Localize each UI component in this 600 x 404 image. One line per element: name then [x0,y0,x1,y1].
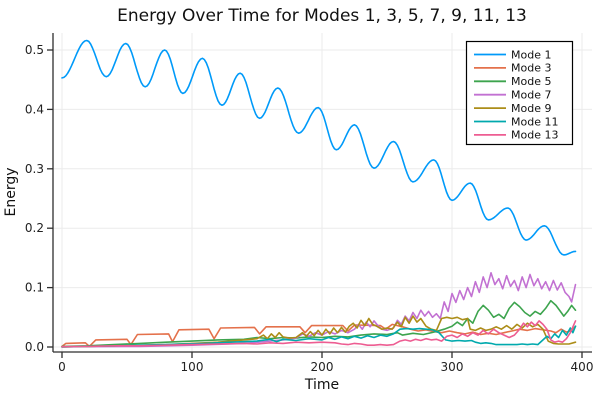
y-axis-label: Energy [3,167,19,216]
series-line-mode-13 [61,320,577,348]
x-axis-label: Time [304,377,339,393]
y-tick-label: 0.1 [25,281,44,295]
tick-labels: 0 100 200 300 400 0.0 0.1 0.2 0.3 0.4 0.5 [25,43,594,374]
series-line-mode-9 [61,315,577,348]
legend-label-mode-9: Mode 9 [511,102,551,115]
y-tick-label: 0.2 [25,221,44,235]
axes [47,33,592,358]
chart-title: Energy Over Time for Modes 1, 3, 5, 7, 9… [117,6,527,26]
legend-label-mode-7: Mode 7 [511,89,551,102]
legend-label-mode-13: Mode 13 [511,129,558,142]
x-tick-label: 0 [58,360,66,374]
x-tick-label: 400 [571,360,594,374]
y-tick-label: 0.5 [25,43,44,57]
y-tick-label: 0.4 [25,102,44,116]
x-tick-label: 200 [311,360,334,374]
series-line-mode-7 [61,272,577,348]
legend-label-mode-3: Mode 3 [511,62,551,75]
legend-box [465,40,574,146]
legend-label-mode-5: Mode 5 [511,75,551,88]
x-tick-label: 300 [441,360,464,374]
series-line-mode-11 [61,325,577,348]
x-tick-label: 100 [181,360,204,374]
legend-label-mode-11: Mode 11 [511,115,558,128]
legend-label-mode-1: Mode 1 [511,48,551,61]
y-tick-label: 0.0 [25,340,44,354]
series-line-mode-3 [61,323,577,348]
series-lines [61,39,577,348]
series-line-mode-1 [61,39,577,256]
y-tick-label: 0.3 [25,162,44,176]
series-line-mode-5 [61,299,577,348]
